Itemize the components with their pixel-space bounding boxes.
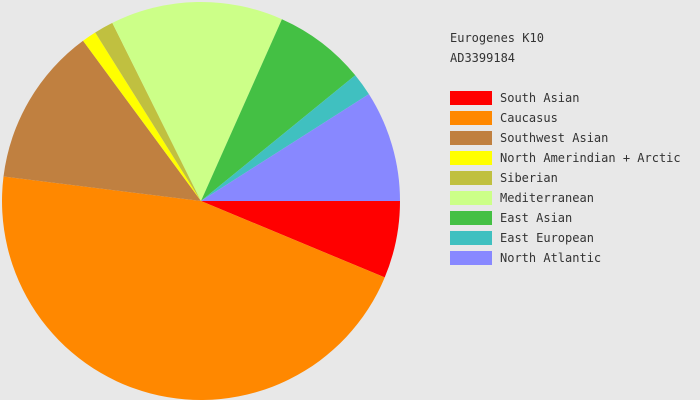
chart-title: Eurogenes K10 [450, 31, 544, 45]
legend-label: Siberian [500, 171, 558, 185]
legend-swatch [450, 191, 492, 205]
legend-label: Mediterranean [500, 191, 594, 205]
pie-slice-south-asian [201, 201, 400, 278]
legend-label: North Atlantic [500, 251, 602, 265]
pie-slice-east-asian [201, 19, 356, 202]
legend-label: Southwest Asian [500, 131, 609, 145]
legend-label: North Amerindian + Arctic [500, 151, 681, 165]
legend-label: East European [500, 231, 594, 245]
legend-swatch [450, 151, 492, 165]
pie-slice-southwest-asian [3, 40, 202, 201]
legend-label: East Asian [500, 211, 573, 225]
pie-slice-north-atlantic [201, 94, 400, 201]
legend-swatch [450, 251, 492, 265]
legend-swatch [450, 91, 492, 105]
pie-slice-mediterranean [112, 2, 282, 202]
legend-swatch [450, 211, 492, 225]
legend-label: South Asian [500, 91, 580, 105]
pie-slice-east-european [201, 75, 369, 201]
pie-slice-siberian [95, 22, 201, 202]
pie-slice-caucasus [2, 176, 385, 400]
legend-swatch [450, 231, 492, 245]
legend-label: Caucasus [500, 111, 558, 125]
pie-chart [2, 2, 400, 400]
legend-swatch [450, 171, 492, 185]
legend-swatch [450, 131, 492, 145]
pie-slice-north-amerindian-arctic [83, 32, 201, 201]
chart-subtitle: AD3399184 [450, 51, 516, 65]
legend-swatch [450, 111, 492, 125]
